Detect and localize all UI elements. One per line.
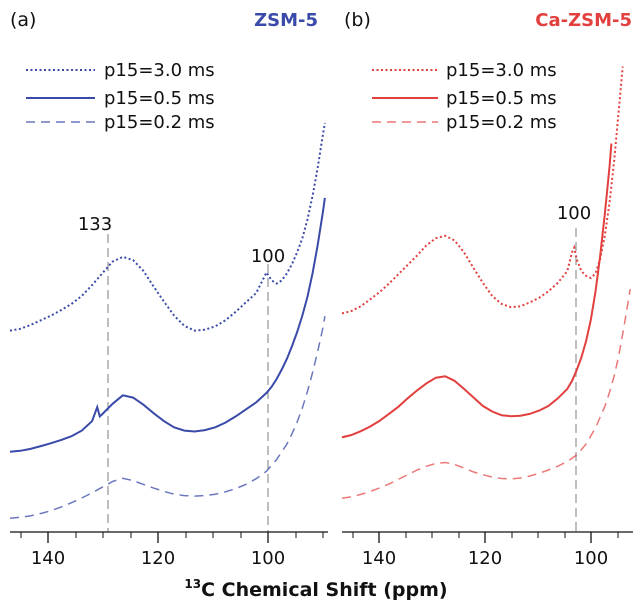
- peak-label-100: 100: [251, 246, 285, 267]
- peak-label-133: 133: [78, 214, 112, 235]
- spectrum-3ms: [9, 122, 326, 332]
- panel-b: (b) Ca-ZSM-5 p15=3.0 ms p15=0.5 ms p15=0…: [341, 9, 633, 569]
- spectrum-05ms: [9, 197, 326, 453]
- legend: p15=3.0 ms p15=0.5 ms p15=0.2 ms: [372, 60, 557, 133]
- x-axis-title-superscript: 13: [184, 577, 201, 591]
- legend-label-3ms: p15=3.0 ms: [446, 60, 557, 81]
- spectrum-05ms: [341, 143, 613, 439]
- peak-label-100: 100: [557, 203, 591, 224]
- sample-title-zsm5: ZSM-5: [254, 10, 318, 31]
- panel-label-b: (b): [344, 9, 371, 31]
- tick-label-120: 120: [468, 548, 502, 569]
- spectrum-02ms: [9, 315, 326, 519]
- legend-label-05ms: p15=0.5 ms: [104, 88, 215, 109]
- tick-label-140: 140: [31, 548, 65, 569]
- sample-title-ca-zsm5: Ca-ZSM-5: [535, 10, 632, 31]
- legend-label-02ms: p15=0.2 ms: [446, 112, 557, 133]
- x-axis-title: 13C Chemical Shift (ppm): [184, 577, 447, 601]
- tick-label-100: 100: [574, 548, 608, 569]
- tick-label-120: 120: [141, 548, 175, 569]
- spectrum-02ms: [341, 288, 631, 499]
- legend: p15=3.0 ms p15=0.5 ms p15=0.2 ms: [26, 60, 215, 133]
- x-axis-b: 140 120 100: [342, 531, 633, 569]
- legend-label-05ms: p15=0.5 ms: [446, 88, 557, 109]
- tick-label-100: 100: [251, 548, 285, 569]
- panel-a: (a) ZSM-5 p15=3.0 ms p15=0.5 ms p15=0.2 …: [9, 9, 328, 569]
- legend-label-3ms: p15=3.0 ms: [104, 60, 215, 81]
- legend-label-02ms: p15=0.2 ms: [104, 112, 215, 133]
- x-axis-title-main: C Chemical Shift (ppm): [201, 579, 448, 601]
- tick-label-140: 140: [362, 548, 396, 569]
- panel-label-a: (a): [10, 9, 36, 31]
- x-axis-a: 140 120 100: [10, 531, 328, 569]
